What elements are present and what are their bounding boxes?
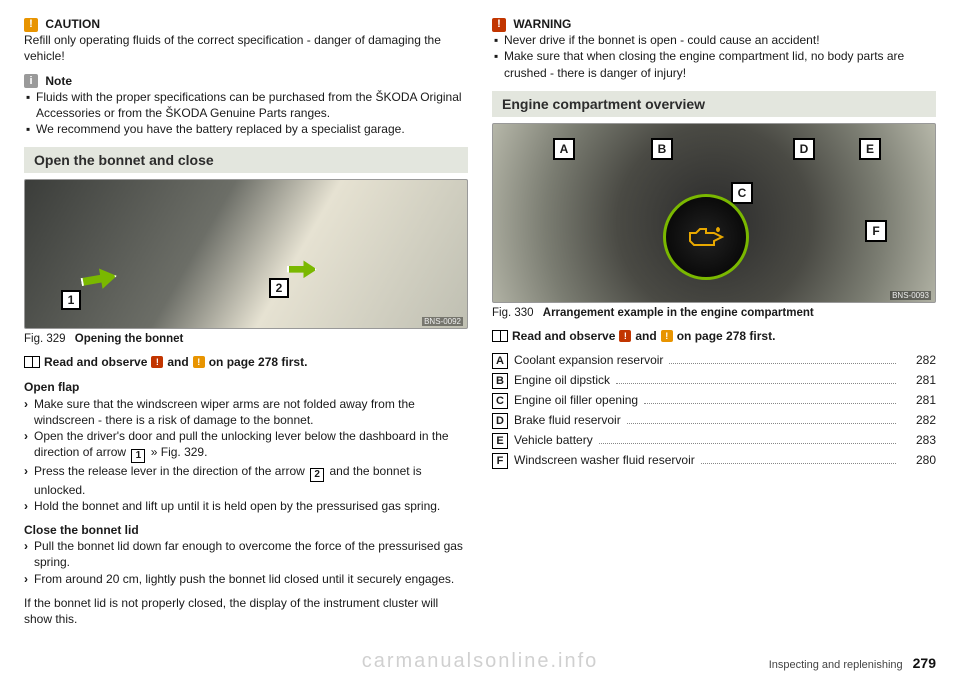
figure-marker-1: 1: [61, 290, 81, 310]
warning-icon: !: [619, 330, 631, 342]
caution-block: ! CAUTION Refill only operating fluids o…: [24, 16, 468, 65]
figure-329: 1 2 BNS-0092: [24, 179, 468, 329]
oil-cap-graphic: [663, 194, 749, 280]
read-observe-line: Read and observe ! and ! on page 278 fir…: [24, 355, 468, 369]
note-item: Fluids with the proper specifications ca…: [36, 89, 468, 121]
caution-icon: !: [661, 330, 673, 342]
warning-item: Make sure that when closing the engine c…: [504, 48, 936, 80]
read-observe-line: Read and observe ! and ! on page 278 fir…: [492, 329, 936, 343]
section-heading: Engine compartment overview: [492, 91, 936, 117]
legend-row: B Engine oil dipstick 281: [492, 373, 936, 389]
legend-row: C Engine oil filler opening 281: [492, 393, 936, 409]
section-heading: Open the bonnet and close: [24, 147, 468, 173]
figure-marker-2: 2: [269, 278, 289, 298]
footer-page-number: 279: [913, 655, 936, 671]
footer-section: Inspecting and replenishing: [769, 659, 903, 671]
arrow-1-graphic: [79, 263, 119, 295]
warning-item: Never drive if the bonnet is open - coul…: [504, 32, 820, 48]
open-flap-block: Open flap ›Make sure that the windscreen…: [24, 379, 468, 514]
caution-label: CAUTION: [45, 17, 100, 31]
figure-330: A B C D E F BNS-0093: [492, 123, 936, 303]
callout-F: F: [865, 220, 887, 242]
info-icon: i: [24, 74, 38, 88]
figure-photo-id: BNS-0093: [890, 291, 931, 300]
page-footer: Inspecting and replenishing 279: [24, 655, 936, 671]
warning-block: ! WARNING ▪Never drive if the bonnet is …: [492, 16, 936, 81]
figure-caption: Fig. 330 Arrangement example in the engi…: [492, 307, 936, 319]
keycap-2: 2: [310, 468, 324, 482]
closing-note: If the bonnet lid is not properly closed…: [24, 595, 468, 627]
book-icon: [24, 356, 40, 368]
note-label: Note: [45, 74, 72, 88]
figure-photo-id: BNS-0092: [422, 317, 463, 326]
legend-row: A Coolant expansion reservoir 282: [492, 353, 936, 369]
legend-row: F Windscreen washer fluid reservoir 280: [492, 453, 936, 469]
note-item: We recommend you have the battery replac…: [36, 121, 405, 137]
close-lid-block: Close the bonnet lid ›Pull the bonnet li…: [24, 522, 468, 587]
left-column: ! CAUTION Refill only operating fluids o…: [24, 14, 468, 635]
callout-D: D: [793, 138, 815, 160]
warning-label: WARNING: [513, 17, 571, 31]
oil-can-icon: [686, 223, 726, 251]
note-block: i Note ▪Fluids with the proper specifica…: [24, 73, 468, 138]
keycap-1: 1: [131, 449, 145, 463]
legend-row: E Vehicle battery 283: [492, 433, 936, 449]
book-icon: [492, 330, 508, 342]
callout-C: C: [731, 182, 753, 204]
callout-E: E: [859, 138, 881, 160]
caution-text: Refill only operating fluids of the corr…: [24, 32, 468, 64]
right-column: ! WARNING ▪Never drive if the bonnet is …: [492, 14, 936, 635]
caution-icon: !: [193, 356, 205, 368]
danger-icon: !: [492, 18, 506, 32]
warning-icon: !: [151, 356, 163, 368]
callout-A: A: [553, 138, 575, 160]
figure-caption: Fig. 329 Opening the bonnet: [24, 333, 468, 345]
callout-B: B: [651, 138, 673, 160]
arrow-2-graphic: [287, 258, 317, 280]
warning-icon: !: [24, 18, 38, 32]
legend-row: D Brake fluid reservoir 282: [492, 413, 936, 429]
legend-list: A Coolant expansion reservoir 282 B Engi…: [492, 353, 936, 469]
